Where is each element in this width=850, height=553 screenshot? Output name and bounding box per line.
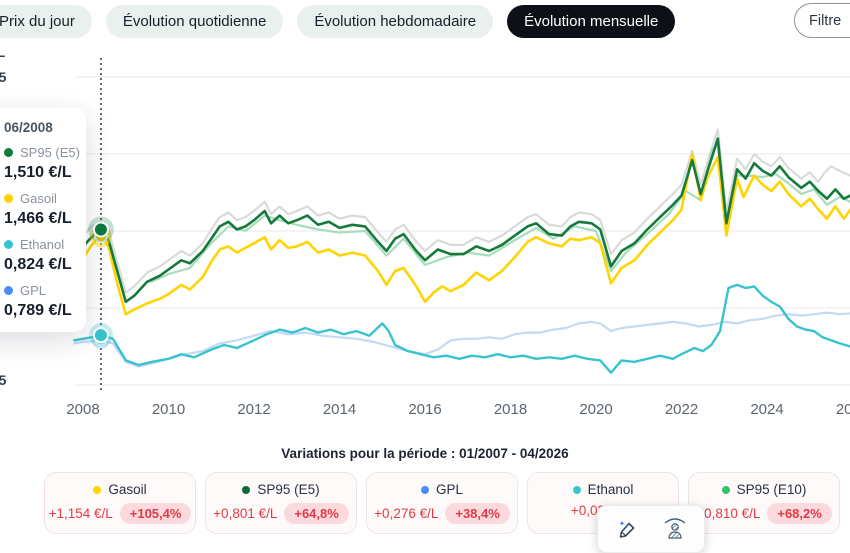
tooltip-series-value: 0,824 €/L [4, 256, 72, 273]
tooltip-series-label: Ethanol [20, 237, 65, 252]
chart-tooltip: 06/2008 SP95 (E5) 1,510 €/L Gasoil 1,466… [0, 108, 86, 332]
variation-card-gasoil: Gasoil +1,154 €/L +105,4% [44, 472, 196, 534]
gasoil-dot-icon [4, 194, 13, 203]
card-percent-badge: +64,8% [284, 503, 349, 524]
variation-cards-row: Gasoil +1,154 €/L +105,4% SP95 (E5) +0,80… [44, 472, 840, 534]
svg-text:2016: 2016 [408, 401, 441, 418]
card-series-name: Ethanol [587, 482, 634, 497]
y-axis-tick-top: 2,5 [0, 69, 7, 85]
gasoil-dot-icon [93, 485, 102, 494]
hatched-person-icon[interactable] [662, 516, 688, 542]
price-chart: 2008 2010 2012 2014 2016 2018 2020 2022 2024 2026 [66, 58, 850, 418]
tab-evolution-hebdomadaire[interactable]: Évolution hebdomadaire [297, 5, 494, 38]
card-series-name: SP95 (E5) [257, 482, 320, 497]
tooltip-series-value: 0,789 €/L [4, 302, 72, 319]
tooltip-row: Ethanol [4, 237, 80, 252]
svg-text:2014: 2014 [323, 401, 356, 418]
variation-card-sp95-e10: SP95 (E10) +0,810 €/L +68,2% [688, 472, 840, 534]
tab-evolution-mensuelle[interactable]: Évolution mensuelle [507, 5, 676, 38]
tooltip-row: GPL [4, 283, 80, 298]
card-series-name: GPL [435, 482, 463, 497]
card-series-name: SP95 (E10) [736, 482, 807, 497]
sp95-e5-dot-icon [4, 148, 13, 157]
tab-prix-du-jour[interactable]: Prix du jour [0, 5, 92, 38]
card-delta-value: +0,801 €/L [213, 506, 278, 521]
card-percent-badge: +38,4% [445, 503, 510, 524]
system-pen-popup [597, 505, 705, 553]
gpl-dot-icon [420, 485, 429, 494]
variation-card-sp95-e5: SP95 (E5) +0,801 €/L +64,8% [205, 472, 357, 534]
svg-text:2020: 2020 [579, 401, 612, 418]
card-delta-value: +0,276 €/L [374, 506, 439, 521]
tab-evolution-quotidienne[interactable]: Évolution quotidienne [105, 5, 284, 38]
card-percent-badge: +105,4% [119, 503, 192, 524]
tooltip-date: 06/2008 [4, 120, 53, 135]
svg-text:2026: 2026 [836, 401, 850, 418]
tooltip-series-value: 1,466 €/L [4, 210, 72, 227]
variations-caption: Variations pour la période : 01/2007 - 0… [281, 446, 569, 461]
svg-text:2022: 2022 [665, 401, 698, 418]
card-delta-value: +0,810 €/L [696, 506, 761, 521]
ethanol-dot-icon [4, 240, 13, 249]
period-tabbar: Prix du jour Évolution quotidienne Évolu… [0, 5, 676, 38]
fuel-price-dashboard: { "tabs": { "items": [ {"label": "Prix d… [0, 3, 850, 553]
sp95-e5-dot-icon [242, 485, 251, 494]
y-axis-unit-label: €/L [0, 44, 6, 60]
card-series-name: Gasoil [108, 482, 147, 497]
tooltip-series-value: 1,510 €/L [4, 164, 72, 181]
y-axis-tick-bottom: 0,5 [0, 372, 7, 388]
card-delta-value: +1,154 €/L [48, 506, 113, 521]
tooltip-series-label: GPL [20, 283, 47, 298]
ink-pen-icon[interactable] [615, 516, 641, 542]
filter-button[interactable]: Filtre [794, 3, 850, 38]
svg-text:2010: 2010 [152, 401, 185, 418]
svg-text:2008: 2008 [66, 401, 99, 418]
svg-text:2018: 2018 [494, 401, 527, 418]
svg-text:2024: 2024 [750, 401, 783, 418]
tooltip-row: Gasoil [4, 191, 80, 206]
tooltip-row: SP95 (E5) [4, 145, 80, 160]
tooltip-series-label: Gasoil [20, 191, 57, 206]
tooltip-series-label: SP95 (E5) [20, 145, 80, 160]
sp95-e10-dot-icon [721, 485, 730, 494]
card-percent-badge: +68,2% [767, 503, 832, 524]
variation-card-gpl: GPL +0,276 €/L +38,4% [366, 472, 518, 534]
svg-text:2012: 2012 [237, 401, 270, 418]
ethanol-dot-icon [572, 485, 581, 494]
gpl-dot-icon [4, 286, 13, 295]
